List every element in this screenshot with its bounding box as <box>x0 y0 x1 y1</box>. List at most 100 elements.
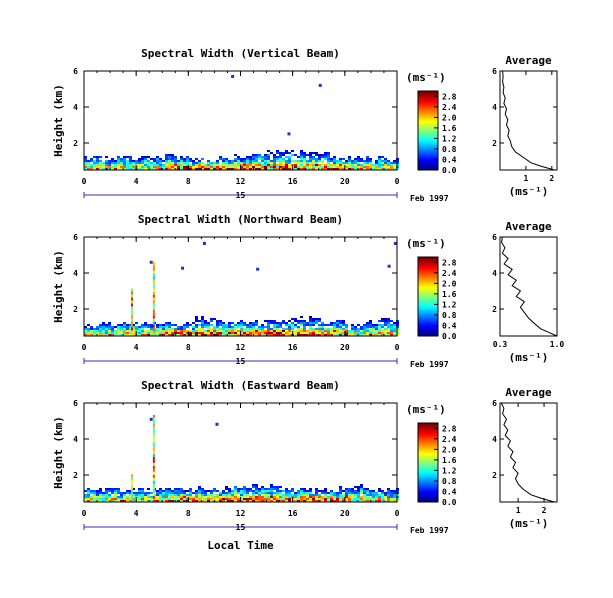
heatmap-cell <box>351 492 354 494</box>
heatmap-cell <box>152 327 155 331</box>
heatmap-cell <box>192 160 195 162</box>
heatmap-cell <box>303 492 306 494</box>
heatmap-cell <box>129 158 132 160</box>
colorbar-segment <box>418 116 438 120</box>
heatmap-cell <box>354 498 357 500</box>
heatmap-cell <box>108 324 111 326</box>
heatmap-cell <box>345 324 348 326</box>
heatmap-cell <box>270 330 273 332</box>
heatmap-cell <box>105 160 108 162</box>
heatmap-cell <box>384 500 387 502</box>
heatmap-cell <box>342 496 345 498</box>
heatmap-cell <box>300 164 303 166</box>
heatmap-cell <box>102 492 105 494</box>
y-tick-label: 2 <box>73 139 78 148</box>
heatmap-cell <box>156 168 159 170</box>
heatmap-cell <box>180 166 183 168</box>
heatmap-cell <box>165 164 168 166</box>
heatmap-cell <box>369 332 372 334</box>
heatmap-cell <box>348 332 351 334</box>
heatmap-cell <box>387 488 390 490</box>
heatmap-cell <box>267 500 270 502</box>
average-frame <box>499 70 558 171</box>
heatmap-cell <box>312 332 315 334</box>
heatmap-cell <box>123 328 126 330</box>
heatmap-cell <box>246 168 249 170</box>
heatmap-cell <box>192 330 195 332</box>
colorbar-unit: (ms⁻¹) <box>406 71 446 84</box>
colorbar-segment <box>418 108 438 112</box>
heatmap-cell <box>222 492 225 494</box>
colorbar-segment <box>418 264 438 268</box>
heatmap-cell <box>279 168 282 170</box>
heatmap-cell <box>117 334 120 336</box>
heatmap-cell <box>120 334 123 336</box>
heatmap-cell <box>189 164 192 166</box>
heatmap-cell <box>198 486 201 488</box>
heatmap-cell <box>87 164 90 166</box>
panel-3: Spectral Width (Eastward Beam)Height (km… <box>52 379 558 552</box>
heatmap-cell <box>117 488 120 490</box>
heatmap-cell <box>177 498 180 500</box>
heatmap-cell <box>393 324 396 326</box>
heatmap-cell <box>180 332 183 334</box>
colorbar-segment <box>418 112 438 116</box>
heatmap-cell <box>222 324 225 326</box>
heatmap-cell <box>249 158 252 160</box>
heatmap-cell <box>117 492 120 494</box>
heatmap-cell <box>108 496 111 498</box>
colorbar-tick-label: 2.0 <box>442 279 457 288</box>
heatmap-cell <box>210 320 213 322</box>
heatmap-cell <box>102 166 105 168</box>
heatmap-cell <box>192 322 195 324</box>
heatmap-cell <box>309 328 312 330</box>
heatmap-cell <box>219 158 222 160</box>
colorbar-segment <box>418 268 438 272</box>
heatmap-cell <box>300 498 303 500</box>
heatmap-cell <box>132 498 135 500</box>
heatmap-cell <box>339 168 342 170</box>
heatmap-cell <box>336 492 339 494</box>
heatmap-cell <box>378 156 381 158</box>
heatmap-cell <box>306 334 309 336</box>
colorbar-tick-label: 0.8 <box>442 311 457 320</box>
heatmap-cell <box>204 322 207 324</box>
heatmap-cell <box>99 162 102 164</box>
heatmap-cell <box>152 264 155 268</box>
heatmap-cell <box>303 498 306 500</box>
heatmap-cell <box>123 492 126 494</box>
heatmap-cell <box>351 494 354 496</box>
heatmap-cell <box>108 328 111 330</box>
day-label: 15 <box>236 523 246 532</box>
average-title: Average <box>505 220 552 233</box>
heatmap-cell <box>129 328 132 330</box>
heatmap-cell <box>276 168 279 170</box>
heatmap-cell <box>318 166 321 168</box>
colorbar-segment <box>418 492 438 495</box>
heatmap-cell <box>378 162 381 164</box>
colorbar-tick-label: 1.2 <box>442 300 457 309</box>
heatmap-cell <box>306 492 309 494</box>
heatmap-cell <box>333 492 336 494</box>
heatmap-cell <box>207 164 210 166</box>
colorbar-segment <box>418 480 438 483</box>
colorbar-segment <box>418 114 438 118</box>
heatmap-cell <box>234 330 237 332</box>
heatmap-cell <box>285 168 288 170</box>
heatmap-cell <box>297 162 300 164</box>
heatmap-cell <box>264 320 267 322</box>
heatmap-cell <box>120 498 123 500</box>
heatmap-cell <box>150 164 153 166</box>
heatmap-cell <box>132 334 135 336</box>
heatmap-cell <box>174 328 177 330</box>
heatmap-cell <box>372 166 375 168</box>
heatmap-cell <box>276 330 279 332</box>
heatmap-cell <box>390 324 393 326</box>
heatmap-cell <box>264 168 267 170</box>
heatmap-cell <box>366 332 369 334</box>
heatmap-cell <box>174 166 177 168</box>
heatmap-cell <box>318 160 321 162</box>
heatmap-cell <box>324 324 327 326</box>
heatmap-cell <box>195 500 198 502</box>
heatmap-cell <box>330 332 333 334</box>
